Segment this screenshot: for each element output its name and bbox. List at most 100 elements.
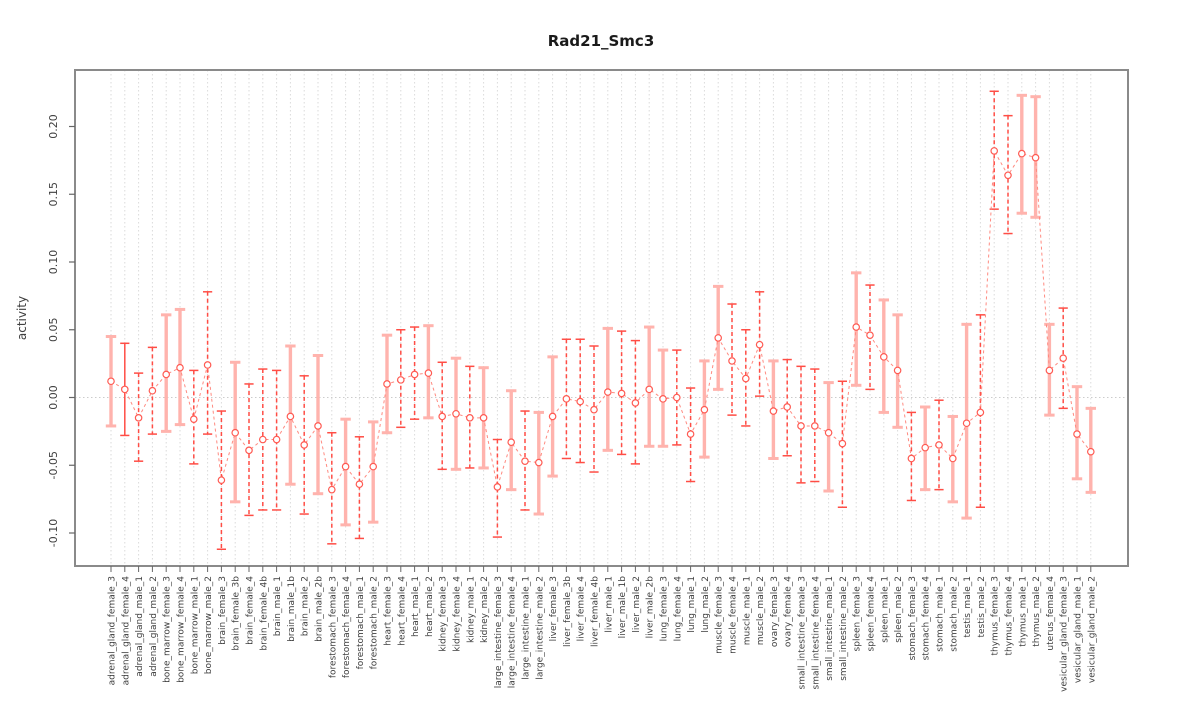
x-tick-label-brain_male_1b: brain_male_1b bbox=[287, 576, 297, 642]
data-point-liver_female_3 bbox=[548, 412, 557, 421]
x-tick-label-large_intestine_male_1: large_intestine_male_1 bbox=[522, 576, 532, 680]
connector-line bbox=[110, 149, 1092, 491]
data-point-large_intestine_female_3 bbox=[493, 483, 502, 491]
data-point-heart_female_3 bbox=[383, 380, 391, 388]
data-point-liver_female_4 bbox=[576, 397, 585, 406]
data-point-lung_male_2 bbox=[700, 405, 709, 414]
x-tick-label-small_intestine_female_3: small_intestine_female_3 bbox=[798, 576, 808, 689]
y-tick-label: -0.05 bbox=[47, 451, 60, 479]
data-point-spleen_female_4 bbox=[866, 331, 874, 339]
data-point-large_intestine_female_4 bbox=[507, 438, 516, 447]
x-tick-label-forestomach_male_1: forestomach_male_1 bbox=[356, 576, 366, 669]
data-point-brain_male_1 bbox=[272, 435, 281, 444]
data-point-forestomach_female_4 bbox=[341, 462, 350, 471]
x-tick-label-testis_male_2: testis_male_2 bbox=[977, 576, 987, 638]
x-tick-label-brain_female_4: brain_female_4 bbox=[246, 576, 256, 645]
x-tick-label-muscle_male_1: muscle_male_1 bbox=[742, 576, 752, 645]
x-tick-label-uterus_female_4: uterus_female_4 bbox=[1046, 576, 1056, 651]
x-tick-label-forestomach_male_2: forestomach_male_2 bbox=[370, 576, 380, 669]
data-point-brain_female_4 bbox=[245, 446, 253, 455]
data-point-testis_male_1 bbox=[962, 419, 971, 428]
x-tick-label-heart_male_1: heart_male_1 bbox=[411, 576, 421, 637]
x-tick-label-brain_female_4b: brain_female_4b bbox=[259, 576, 269, 651]
x-tick-label-lung_male_1: lung_male_1 bbox=[687, 576, 697, 633]
data-point-testis_male_2 bbox=[976, 408, 985, 417]
data-point-kidney_male_1 bbox=[465, 414, 474, 422]
data-point-small_intestine_female_3 bbox=[797, 422, 805, 430]
data-point-kidney_female_4 bbox=[452, 409, 460, 418]
data-point-stomach_female_3 bbox=[907, 454, 916, 463]
x-tick-label-large_intestine_male_2: large_intestine_male_2 bbox=[535, 576, 545, 680]
x-tick-label-forestomach_female_3: forestomach_female_3 bbox=[328, 576, 338, 678]
x-tick-label-brain_female_3: brain_female_3 bbox=[218, 576, 228, 645]
data-point-stomach_male_1 bbox=[935, 441, 943, 449]
x-tick-label-vesicular_gland_male_2: vesicular_gland_male_2 bbox=[1087, 576, 1097, 683]
x-tick-label-spleen_male_1: spleen_male_1 bbox=[880, 576, 890, 643]
data-point-lung_male_1 bbox=[686, 430, 695, 438]
data-point-kidney_female_3 bbox=[438, 412, 447, 421]
x-tick-label-liver_male_1: liver_male_1 bbox=[604, 576, 614, 633]
x-tick-label-large_intestine_female_3: large_intestine_female_3 bbox=[494, 576, 504, 688]
x-tick-label-adrenal_gland_female_3: adrenal_gland_female_3 bbox=[108, 576, 118, 685]
data-point-adrenal_gland_male_1 bbox=[134, 414, 143, 422]
data-point-vesicular_gland_male_2 bbox=[1087, 447, 1095, 456]
x-tick-label-spleen_female_3: spleen_female_3 bbox=[853, 576, 863, 651]
x-tick-label-brain_male_2: brain_male_2 bbox=[301, 576, 311, 636]
data-point-stomach_female_4 bbox=[921, 443, 930, 452]
x-tick-label-liver_female_3b: liver_female_3b bbox=[563, 576, 573, 647]
data-point-brain_female_4b bbox=[258, 435, 267, 444]
x-tick-label-heart_male_2: heart_male_2 bbox=[425, 576, 435, 637]
y-tick-label: 0.00 bbox=[47, 385, 60, 410]
x-tick-label-liver_female_4: liver_female_4 bbox=[577, 576, 587, 642]
x-tick-label-vesicular_gland_female_3: vesicular_gland_female_3 bbox=[1060, 576, 1070, 692]
x-tick-label-liver_male_2: liver_male_2 bbox=[632, 576, 642, 633]
x-tick-label-adrenal_gland_male_1: adrenal_gland_male_1 bbox=[135, 576, 145, 677]
x-tick-label-liver_female_3: liver_female_3 bbox=[549, 576, 559, 641]
data-point-thymus_male_2 bbox=[1031, 153, 1040, 162]
data-point-lung_female_3 bbox=[659, 395, 667, 403]
x-tick-label-liver_male_2b: liver_male_2b bbox=[646, 576, 656, 639]
data-point-muscle_male_1 bbox=[741, 374, 750, 383]
x-tick-label-spleen_female_4: spleen_female_4 bbox=[867, 576, 877, 652]
x-tick-label-adrenal_gland_male_2: adrenal_gland_male_2 bbox=[149, 576, 159, 677]
x-tick-label-small_intestine_male_2: small_intestine_male_2 bbox=[839, 576, 849, 681]
x-tick-label-bone_marrow_female_3: bone_marrow_female_3 bbox=[163, 576, 173, 683]
data-point-forestomach_male_1 bbox=[355, 480, 364, 489]
x-tick-label-lung_female_3: lung_female_3 bbox=[660, 576, 670, 641]
data-point-heart_male_1 bbox=[410, 370, 419, 379]
data-point-muscle_male_2 bbox=[755, 340, 764, 349]
data-point-bone_marrow_male_2 bbox=[203, 361, 212, 369]
x-tick-label-brain_male_2b: brain_male_2b bbox=[315, 576, 325, 642]
x-tick-label-lung_female_4: lung_female_4 bbox=[673, 576, 683, 642]
data-point-small_intestine_female_4 bbox=[810, 422, 819, 430]
x-tick-label-muscle_male_2: muscle_male_2 bbox=[756, 576, 766, 645]
x-tick-label-bone_marrow_male_2: bone_marrow_male_2 bbox=[204, 576, 214, 674]
x-tick-label-thymus_female_3: thymus_female_3 bbox=[991, 576, 1001, 655]
x-tick-label-heart_female_3: heart_female_3 bbox=[384, 576, 394, 646]
x-tick-label-liver_male_1b: liver_male_1b bbox=[618, 576, 628, 639]
x-tick-label-stomach_male_2: stomach_male_2 bbox=[949, 576, 959, 652]
data-point-spleen_female_3 bbox=[852, 323, 861, 331]
data-point-large_intestine_male_1 bbox=[521, 457, 529, 465]
x-tick-label-lung_male_2: lung_male_2 bbox=[701, 576, 711, 633]
x-tick-label-ovary_female_3: ovary_female_3 bbox=[770, 576, 780, 647]
x-tick-label-kidney_female_4: kidney_female_4 bbox=[453, 576, 463, 652]
x-tick-label-stomach_male_1: stomach_male_1 bbox=[936, 576, 946, 652]
data-point-liver_male_2b bbox=[645, 385, 654, 394]
data-point-thymus_female_4 bbox=[1004, 171, 1012, 180]
data-point-spleen_male_2 bbox=[893, 366, 902, 375]
x-tick-label-small_intestine_male_1: small_intestine_male_1 bbox=[825, 576, 835, 681]
x-tick-label-ovary_female_4: ovary_female_4 bbox=[784, 576, 794, 647]
x-tick-label-thymus_male_1: thymus_male_1 bbox=[1018, 576, 1028, 647]
y-tick-label: 0.10 bbox=[47, 250, 60, 275]
x-tick-label-bone_marrow_male_1: bone_marrow_male_1 bbox=[190, 576, 200, 674]
data-point-bone_marrow_female_4 bbox=[176, 363, 184, 372]
data-point-ovary_female_4 bbox=[783, 403, 792, 411]
data-point-liver_male_1 bbox=[603, 388, 612, 396]
data-point-brain_male_2 bbox=[300, 441, 309, 449]
data-point-brain_male_2b bbox=[314, 422, 322, 430]
data-point-adrenal_gland_female_3 bbox=[107, 377, 115, 386]
data-point-small_intestine_male_2 bbox=[838, 439, 847, 448]
